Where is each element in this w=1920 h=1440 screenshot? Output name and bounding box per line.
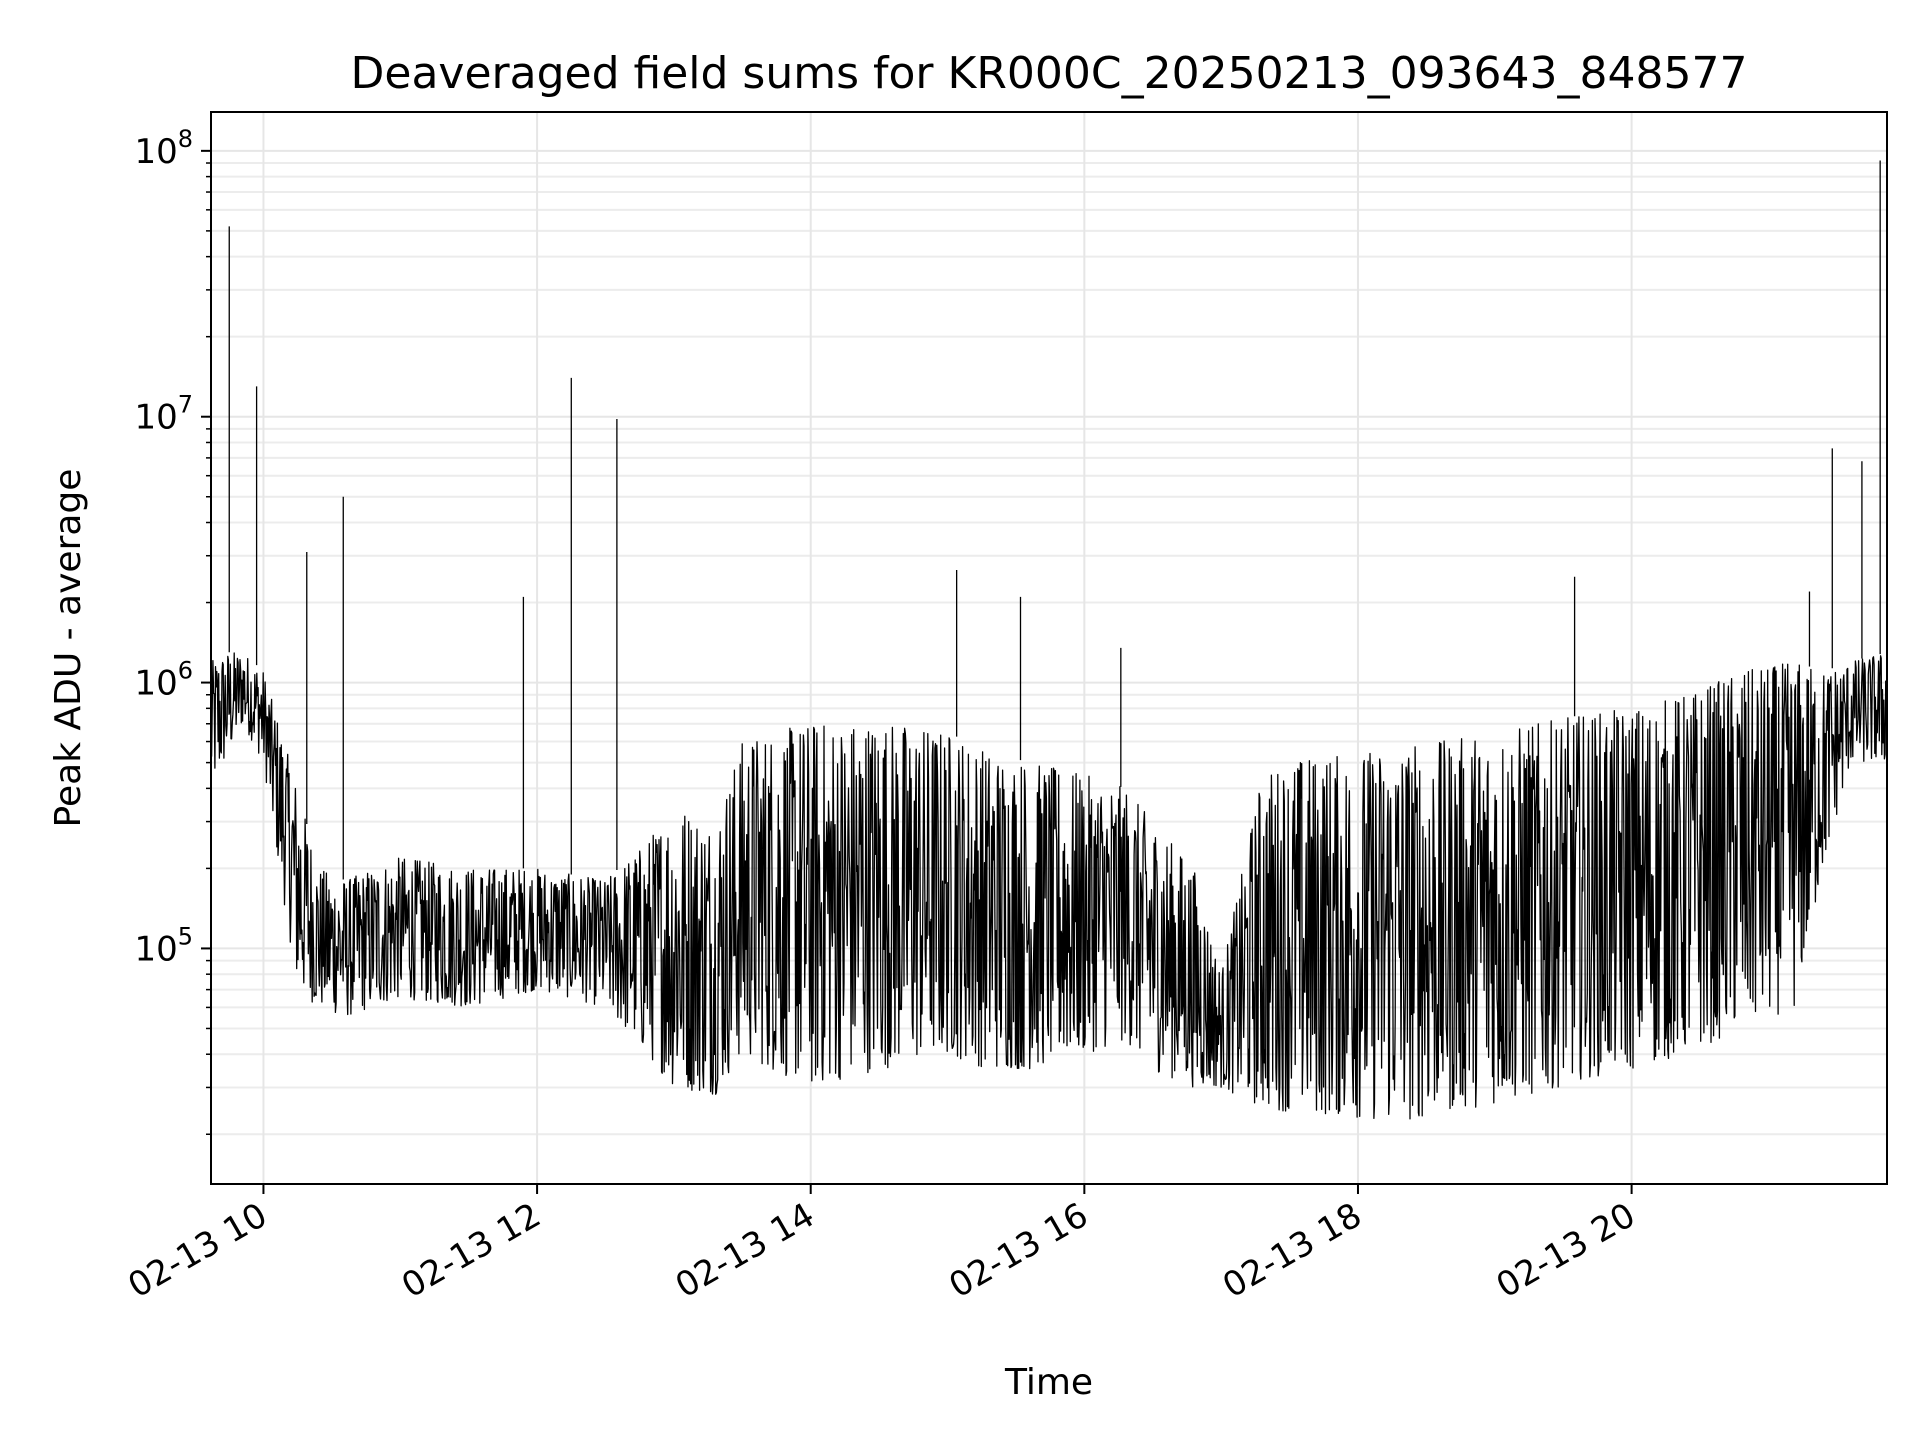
y-tick-label: 105 (134, 922, 193, 969)
y-tick-label: 106 (134, 657, 193, 704)
chart-title: Deaveraged field sums for KR000C_2025021… (351, 48, 1748, 99)
series-line (210, 652, 1888, 1120)
x-axis-label: Time (1004, 1362, 1093, 1403)
y-axis-label: Peak ADU - average (48, 469, 89, 828)
y-tick-label: 108 (134, 125, 193, 172)
y-tick-label: 107 (134, 391, 193, 438)
plot-frame (210, 111, 1888, 1185)
series-layer (210, 160, 1888, 1120)
